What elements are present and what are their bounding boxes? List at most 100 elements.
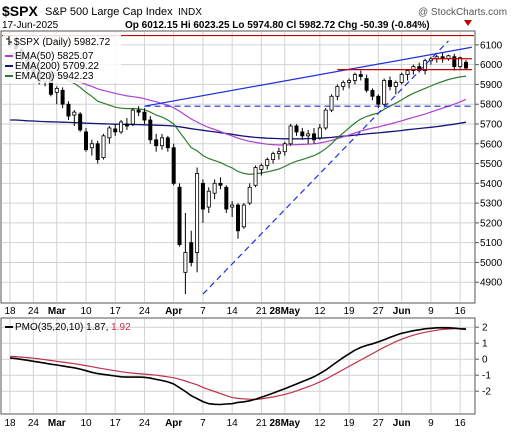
candle-body — [282, 143, 287, 153]
candle-body — [405, 70, 410, 75]
candle-body — [171, 147, 176, 184]
candle-body — [130, 109, 135, 125]
candle-body — [189, 242, 194, 263]
price-tick-label: 5100 — [480, 238, 503, 249]
pmo-title-signal: 1.92 — [108, 322, 131, 333]
candle — [393, 80, 398, 95]
date-tick-label: 24 — [139, 306, 151, 317]
candle — [212, 179, 217, 200]
ohlc-readout: Op 6012.15 Hi 6023.25 Lo 5974.80 Cl 5982… — [125, 20, 430, 31]
pmo-line — [9, 326, 467, 406]
date-tick-label: Mar — [48, 306, 66, 317]
candle — [124, 118, 129, 130]
candle — [271, 151, 276, 164]
candle-body — [253, 167, 258, 186]
date-tick-label: 17 — [110, 418, 122, 429]
candle — [154, 133, 159, 152]
date-tick-label: Jun — [393, 418, 411, 429]
candle-body — [458, 57, 463, 68]
candle-body — [54, 87, 59, 93]
price-tick-label: 5200 — [480, 218, 503, 229]
candle-body — [72, 111, 77, 116]
candle-body — [95, 143, 100, 160]
date-tick-label: 21 — [256, 418, 268, 429]
candle-body — [265, 159, 270, 166]
date-axis-middle: 18 24 Mar 10 17 24 Apr 7 14 21 28May 12 19 27 Jun 9 16 — [4, 306, 466, 317]
candle-body — [452, 56, 457, 68]
candle — [60, 87, 65, 109]
down-triangle-icon — [464, 20, 472, 26]
candle — [294, 123, 299, 136]
legend-ema50: EMA(50) 5825.07 — [15, 51, 94, 62]
trendline — [202, 40, 449, 295]
candle — [335, 84, 340, 101]
candle-body — [247, 186, 252, 204]
candle-body — [335, 86, 340, 97]
price-tick-label: 5700 — [480, 119, 503, 130]
price-tick-label: 4900 — [480, 278, 503, 289]
symbol-label: $SPX — [2, 3, 38, 19]
candle — [399, 72, 404, 85]
date-tick-label: 24 — [28, 418, 40, 429]
candle — [276, 147, 281, 160]
candle-body — [259, 165, 264, 170]
candle-body — [200, 182, 205, 210]
candle — [405, 69, 410, 81]
candle-body — [206, 190, 211, 208]
pmo-tick-label: 2 — [482, 323, 488, 334]
candle-body — [300, 131, 305, 137]
candle — [189, 230, 194, 267]
candle-body — [387, 80, 392, 87]
ema50-line — [9, 71, 467, 146]
candlestick-series — [7, 39, 468, 295]
candle — [89, 139, 94, 156]
pmo-grid — [2, 319, 474, 413]
candle-body — [311, 133, 316, 141]
legend-ema200: EMA(200) 5709.22 — [15, 61, 99, 72]
date-tick-label: Jun — [393, 306, 411, 317]
candle-body — [183, 252, 188, 273]
pmo-signal-line — [9, 327, 466, 401]
date-tick-label: 16 — [455, 306, 467, 317]
candle — [463, 60, 468, 70]
candle-body — [341, 82, 346, 87]
date-tick-label: 24 — [139, 418, 151, 429]
candle — [341, 80, 346, 91]
ema200-line — [10, 119, 467, 140]
candle-body — [60, 89, 65, 105]
date-tick-label: 21 — [256, 306, 268, 317]
date-tick-label: 18 — [4, 306, 16, 317]
candle — [200, 179, 205, 223]
index-name-label: S&P 500 Large Cap Index — [45, 6, 173, 18]
price-tick-label: 5000 — [480, 258, 503, 269]
candle — [253, 165, 258, 188]
candle-body — [154, 139, 159, 147]
candle — [352, 72, 357, 85]
candle — [171, 143, 176, 186]
date-tick-label: 24 — [28, 306, 40, 317]
candle-body — [89, 143, 94, 149]
candle — [306, 129, 311, 144]
price-tick-label: 5300 — [480, 199, 503, 210]
candle-body — [119, 121, 124, 133]
candle-body — [218, 182, 223, 186]
candle-body — [411, 66, 416, 71]
date-tick-label: 19 — [344, 306, 356, 317]
candle — [387, 76, 392, 91]
candle — [317, 123, 322, 140]
candle-body — [423, 60, 428, 71]
date-tick-label: 16 — [455, 418, 467, 429]
exchange-label: INDX — [178, 7, 202, 18]
date-tick-label: 7 — [200, 306, 206, 317]
date-tick-label: 19 — [344, 418, 356, 429]
candle — [323, 108, 328, 130]
price-tick-label: 6100 — [480, 40, 503, 51]
candle-body — [165, 137, 170, 149]
candle — [206, 187, 211, 213]
price-tick-label: 5600 — [480, 139, 503, 150]
candle — [224, 185, 229, 213]
candle-body — [107, 127, 112, 139]
date-tick-label: 27 — [373, 306, 385, 317]
candle-body — [124, 123, 129, 127]
candle-body — [195, 173, 200, 253]
